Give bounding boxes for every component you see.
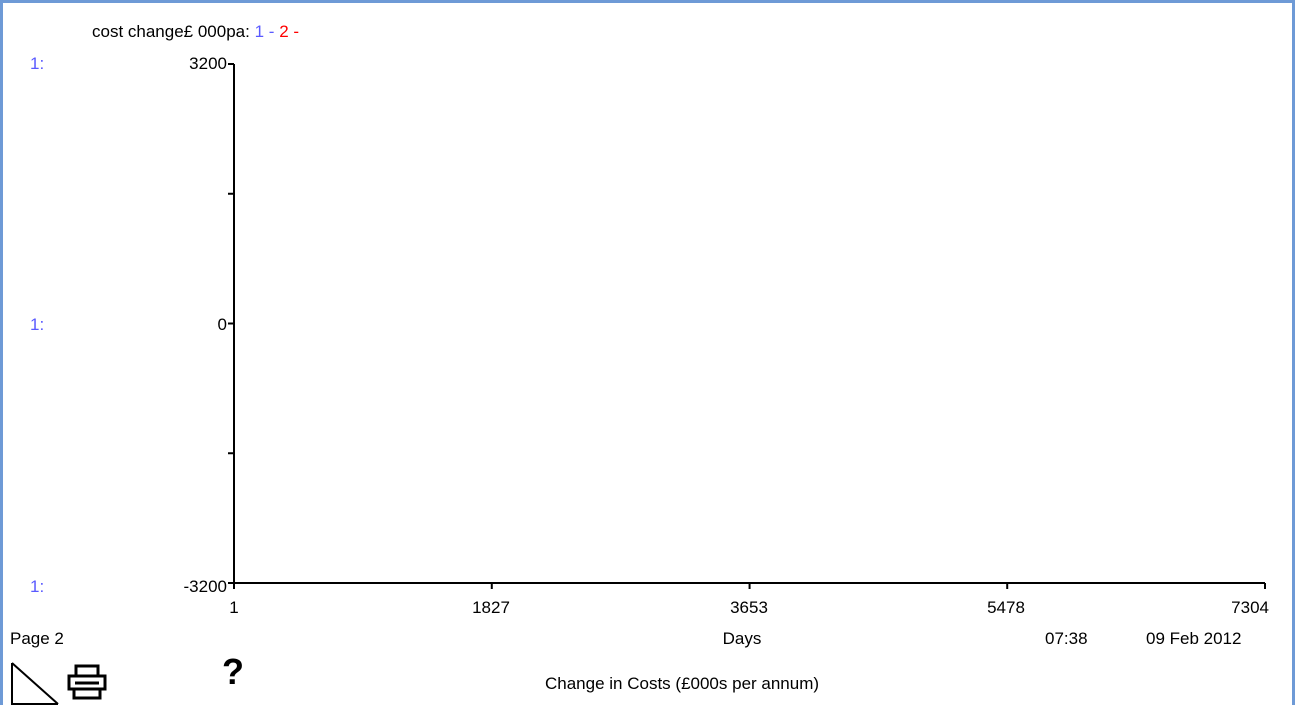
x-tick-label-4: 5478 [987, 598, 1025, 617]
y-tick-label-top: 3200 [189, 54, 227, 73]
legend-series-2-dash: - [293, 22, 300, 41]
y-tick-label-bottom: -3200 [183, 577, 227, 596]
series-marker-top: 1: [30, 54, 45, 73]
legend: cost change£ 000pa: 1 - 2 - [92, 23, 299, 40]
timestamp-time: 07:38 [1045, 629, 1088, 648]
x-tick-label-1: 1 [229, 598, 239, 617]
x-tick-label-5: 7304 [1231, 598, 1269, 617]
chart-title: Change in Costs (£000s per annum) [545, 674, 820, 693]
legend-series-1-number: 1 [254, 22, 265, 41]
legend-series-1-dash: - [268, 22, 275, 41]
series-marker-bottom: 1: [30, 577, 45, 596]
x-axis-label: Days [722, 629, 762, 648]
printer-icon[interactable] [66, 664, 110, 700]
page-corner-icon[interactable] [10, 662, 60, 705]
timestamp-date: 09 Feb 2012 [1146, 629, 1242, 648]
help-button[interactable]: ? [222, 651, 244, 692]
x-tick-label-3: 3653 [730, 598, 768, 617]
y-tick-label-mid: 0 [217, 315, 227, 334]
legend-series-2-number: 2 [279, 22, 289, 41]
series-marker-mid: 1: [30, 315, 45, 334]
page-indicator[interactable]: Page 2 [10, 629, 64, 648]
legend-prefix: cost change£ 000pa: [92, 22, 250, 41]
x-tick-label-2: 1827 [472, 598, 510, 617]
